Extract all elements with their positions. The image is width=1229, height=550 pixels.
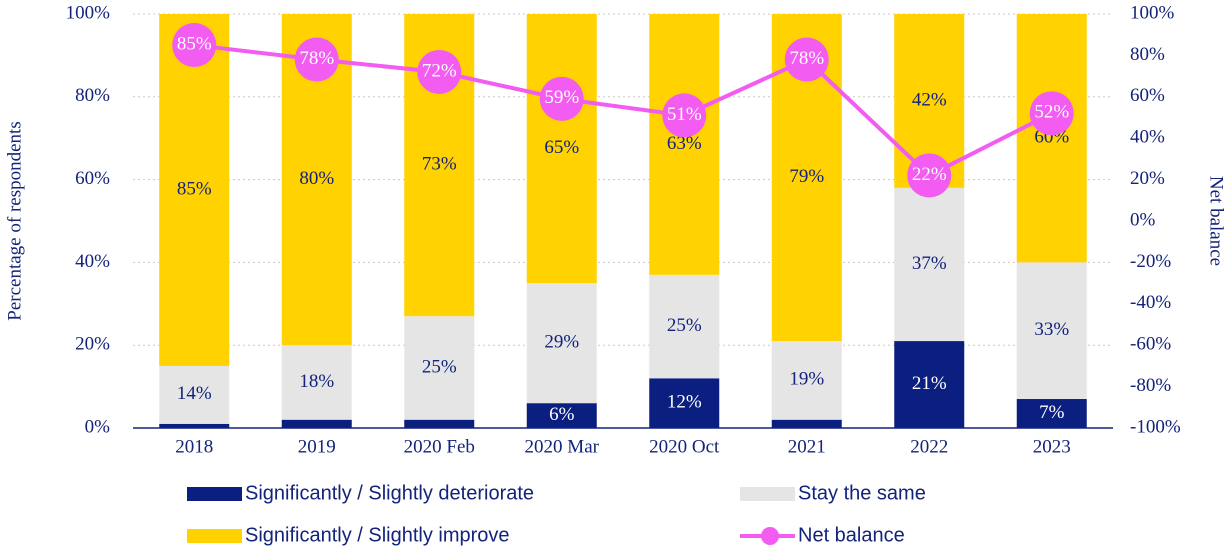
x-tick-label: 2018: [175, 436, 213, 457]
y-tick-label: 80%: [75, 85, 110, 106]
y2-tick-label: -80%: [1130, 375, 1171, 396]
legend-swatch: [740, 487, 795, 501]
bar-segment: [159, 423, 230, 428]
data-label: 51%: [667, 104, 702, 125]
line-marker: [539, 76, 584, 121]
line-marker: [1029, 91, 1074, 136]
bar-segment: [159, 365, 230, 424]
data-label: 85%: [177, 178, 212, 199]
y2-tick-label: 0%: [1130, 209, 1156, 230]
data-label: 7%: [1039, 402, 1065, 423]
data-label: 6%: [549, 404, 575, 425]
y-tick-label: 100%: [66, 2, 111, 23]
x-tick-label: 2020 Oct: [649, 436, 720, 457]
data-label: 29%: [544, 331, 579, 352]
x-tick-label: 2019: [298, 436, 336, 457]
data-label: 63%: [667, 133, 702, 154]
line-marker: [784, 37, 829, 82]
line-marker: [294, 37, 339, 82]
y-tick-label: 20%: [75, 334, 110, 355]
data-label: 33%: [1034, 319, 1069, 340]
x-tick-label: 2023: [1033, 436, 1071, 457]
bar-segment: [894, 187, 965, 342]
x-tick-label: 2020 Mar: [525, 436, 600, 457]
x-tick-label: 2021: [788, 436, 826, 457]
y-tick-label: 0%: [85, 416, 111, 437]
y2-tick-label: -40%: [1130, 292, 1171, 313]
data-label: 65%: [544, 137, 579, 158]
data-label: 14%: [177, 383, 212, 404]
y2-tick-label: -60%: [1130, 334, 1171, 355]
bar-segment: [281, 419, 352, 428]
data-label: 25%: [422, 356, 457, 377]
y-axis-title: Percentage of respondents: [4, 121, 25, 320]
data-label: 42%: [912, 89, 947, 110]
legend-label: Stay the same: [798, 482, 926, 504]
bar-segment: [1016, 262, 1087, 400]
bar-segment: [771, 419, 842, 428]
data-label: 59%: [544, 87, 579, 108]
line-marker: [662, 93, 707, 138]
bar-segment: [771, 341, 842, 420]
legend-marker: [761, 527, 779, 545]
bar-segment: [1016, 14, 1087, 263]
y2-tick-label: 100%: [1130, 2, 1175, 23]
bar-segment: [1016, 399, 1087, 428]
bar-segment: [404, 419, 475, 428]
x-tick-label: 2020 Feb: [404, 436, 475, 457]
line-marker: [172, 23, 217, 68]
legend-label: Significantly / Slightly improve: [245, 524, 510, 546]
data-label: 19%: [789, 369, 824, 390]
legend-swatch: [187, 529, 242, 543]
y2-tick-label: -100%: [1130, 416, 1181, 437]
legend-label: Significantly / Slightly deteriorate: [245, 482, 534, 504]
x-tick-label: 2022: [910, 436, 948, 457]
y2-axis-title: Net balance: [1206, 176, 1227, 266]
data-label: 12%: [667, 392, 702, 413]
data-label: 18%: [299, 371, 334, 392]
data-label: 85%: [177, 33, 212, 54]
bar-segment: [404, 316, 475, 420]
data-label: 72%: [422, 60, 457, 81]
line-marker: [417, 49, 462, 94]
data-label: 37%: [912, 253, 947, 274]
legend-label: Net balance: [798, 524, 905, 546]
y2-tick-label: -20%: [1130, 251, 1171, 272]
data-label: 22%: [912, 164, 947, 185]
bar-segment: [649, 274, 720, 379]
y2-tick-label: 40%: [1130, 127, 1165, 148]
data-label: 78%: [299, 48, 334, 69]
bar-segment: [894, 341, 965, 428]
data-label: 80%: [299, 168, 334, 189]
bar-segment: [649, 378, 720, 428]
data-label: 79%: [789, 166, 824, 187]
data-label: 52%: [1034, 102, 1069, 123]
bar-segment: [649, 14, 720, 275]
y-tick-label: 60%: [75, 168, 110, 189]
y2-tick-label: 60%: [1130, 85, 1165, 106]
data-label: 73%: [422, 153, 457, 174]
bar-segment: [526, 283, 597, 404]
bar-segment: [526, 403, 597, 428]
legend-swatch: [187, 487, 242, 501]
bar-segment: [526, 14, 597, 284]
y-tick-label: 40%: [75, 251, 110, 272]
line-marker: [907, 153, 952, 198]
data-label: 78%: [789, 48, 824, 69]
data-label: 25%: [667, 315, 702, 336]
bar-segment: [281, 345, 352, 420]
y2-tick-label: 80%: [1130, 44, 1165, 65]
bar-segment: [159, 14, 230, 366]
data-label: 21%: [912, 373, 947, 394]
y2-tick-label: 20%: [1130, 168, 1165, 189]
